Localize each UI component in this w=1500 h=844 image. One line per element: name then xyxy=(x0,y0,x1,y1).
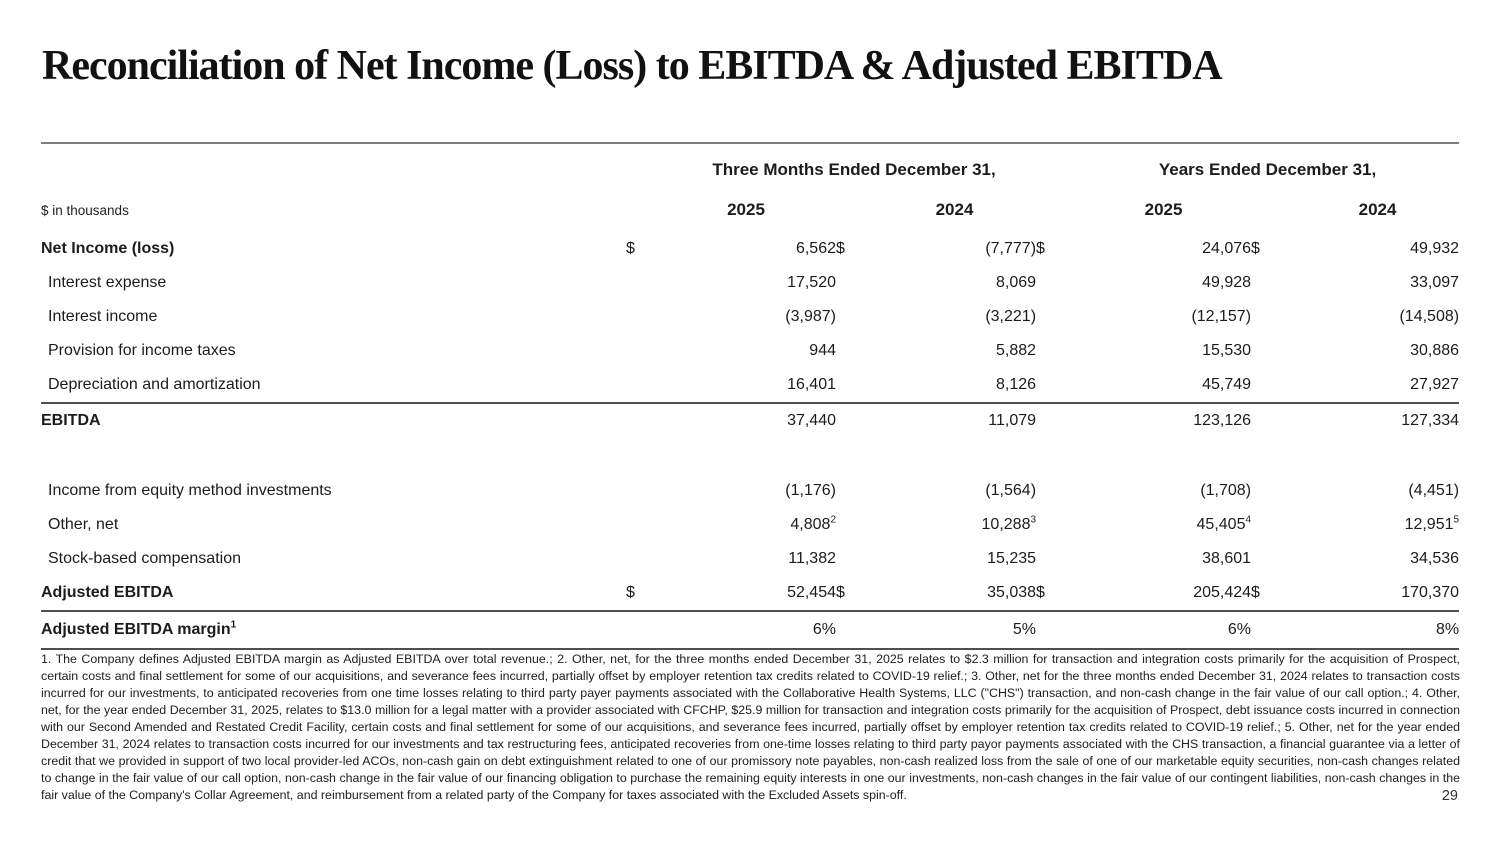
cell-value: (1,708) xyxy=(1200,482,1252,499)
cell-value: 10,2883 xyxy=(981,514,1037,533)
footnote-ref: 3 xyxy=(1030,514,1037,526)
cell-value: 30,886 xyxy=(1410,342,1460,359)
dollar-sign: $ xyxy=(836,240,845,257)
cell-value: 5,882 xyxy=(995,342,1037,359)
cell-value: 52,454 xyxy=(656,576,836,612)
dollar-sign: $ xyxy=(1251,576,1297,612)
three-months-header: Three Months Ended December 31, xyxy=(712,160,996,179)
cell-value: (4,451) xyxy=(1408,482,1460,499)
row-label: Net Income (loss) xyxy=(41,240,175,257)
cell-value: 37,440 xyxy=(787,412,836,429)
table-row-interest-expense: Interest expense 17,520 8,069 49,928 33,… xyxy=(41,266,1459,300)
period-header-row: Three Months Ended December 31, Years En… xyxy=(41,152,1459,188)
col-year: 2025 xyxy=(1144,200,1183,219)
cell-value: 6% xyxy=(1076,611,1252,650)
units-note: $ in thousands xyxy=(41,202,129,218)
financial-table: Three Months Ended December 31, Years En… xyxy=(41,152,1460,650)
cell-value: 4,8082 xyxy=(790,514,836,533)
cell-value: 8,126 xyxy=(873,368,1037,404)
table-row-interest-income: Interest income (3,987) (3,221) (12,157)… xyxy=(41,300,1459,334)
row-label: Income from equity method investments xyxy=(48,482,332,499)
footnotes-text: 1. The Company defines Adjusted EBITDA m… xyxy=(41,652,1460,802)
cell-value: 24,076 xyxy=(1202,240,1252,257)
cell-value: 45,4054 xyxy=(1196,514,1252,533)
table-row-stock-comp: Stock-based compensation 11,382 15,235 3… xyxy=(41,542,1459,576)
cell-value: (3,987) xyxy=(785,308,836,325)
cell-value: (7,777) xyxy=(985,240,1037,257)
cell-value: 8,069 xyxy=(995,274,1037,291)
cell-value: 49,928 xyxy=(1202,274,1252,291)
col-year: 2024 xyxy=(1358,200,1397,219)
cell-value: 5% xyxy=(873,611,1037,650)
cell-value: 127,334 xyxy=(1401,412,1460,429)
row-label: Other, net xyxy=(48,516,119,533)
row-label: Depreciation and amortization xyxy=(41,368,626,404)
table-row-ebitda: EBITDA 37,440 11,079 123,126 127,334 xyxy=(41,403,1459,438)
cell-value: (3,221) xyxy=(985,308,1037,325)
dollar-sign: $ xyxy=(626,240,635,257)
cell-value: 6% xyxy=(656,611,836,650)
dollar-sign: $ xyxy=(1251,240,1260,257)
footnote-ref: 2 xyxy=(830,514,836,526)
cell-value: 27,927 xyxy=(1296,368,1460,404)
col-year: 2025 xyxy=(727,200,765,219)
footnote-ref: 1 xyxy=(230,619,237,631)
cell-value: 170,370 xyxy=(1296,576,1460,612)
cell-value: 8% xyxy=(1296,611,1460,650)
cell-value: 11,079 xyxy=(988,412,1037,429)
table-row-adjusted-ebitda-margin: Adjusted EBITDA margin1 6% 5% 6% 8% xyxy=(41,611,1460,650)
cell-value: (12,157) xyxy=(1191,308,1252,325)
reconciliation-table: Three Months Ended December 31, Years En… xyxy=(41,152,1460,650)
table-row-other-net: Other, net 4,8082 10,2883 45,4054 12,951… xyxy=(41,508,1459,542)
row-label: Adjusted EBITDA margin1 xyxy=(41,611,626,650)
table-row-depreciation: Depreciation and amortization 16,401 8,1… xyxy=(41,368,1460,404)
cell-value: 45,749 xyxy=(1076,368,1252,404)
cell-value: 123,126 xyxy=(1193,412,1252,429)
row-label: EBITDA xyxy=(41,412,101,429)
cell-value: 49,932 xyxy=(1410,240,1460,257)
footnote-ref: 5 xyxy=(1453,514,1460,526)
cell-value: 34,536 xyxy=(1410,550,1460,567)
cell-value: 12,9515 xyxy=(1404,514,1460,533)
dollar-sign: $ xyxy=(1036,576,1077,612)
row-label: Stock-based compensation xyxy=(48,550,241,567)
row-label: Interest expense xyxy=(48,274,167,291)
cell-value: (1,176) xyxy=(785,482,836,499)
table-row-adjusted-ebitda: Adjusted EBITDA $ 52,454 $ 35,038 $ 205,… xyxy=(41,576,1460,612)
dollar-sign: $ xyxy=(836,576,873,612)
table-row-provision-taxes: Provision for income taxes 944 5,882 15,… xyxy=(41,334,1459,368)
cell-value: 17,520 xyxy=(787,274,836,291)
cell-value: (1,564) xyxy=(985,482,1037,499)
spacer-row xyxy=(41,438,1459,474)
cell-value: 11,382 xyxy=(788,550,836,567)
cell-value: 944 xyxy=(809,342,836,359)
row-label: Adjusted EBITDA xyxy=(41,576,626,612)
cell-value: 15,235 xyxy=(987,550,1037,567)
page-title: Reconciliation of Net Income (Loss) to E… xyxy=(42,43,1223,89)
cell-value: 38,601 xyxy=(1202,550,1252,567)
footnote-ref: 4 xyxy=(1245,514,1252,526)
page-number: 29 xyxy=(1441,788,1458,804)
cell-value: 15,530 xyxy=(1202,342,1252,359)
row-label: Provision for income taxes xyxy=(48,342,236,359)
table-row-net-income: Net Income (loss) $ 6,562 $ (7,777) $ 24… xyxy=(41,232,1459,266)
top-divider xyxy=(41,142,1459,144)
dollar-sign: $ xyxy=(626,576,656,612)
dollar-sign: $ xyxy=(1036,240,1045,257)
cell-value: 33,097 xyxy=(1410,274,1460,291)
cell-value: 16,401 xyxy=(656,368,836,404)
col-year: 2024 xyxy=(935,200,974,219)
table-row-equity-method: Income from equity method investments (1… xyxy=(41,474,1459,508)
row-label: Interest income xyxy=(48,308,158,325)
cell-value: 6,562 xyxy=(795,240,836,257)
years-header: Years Ended December 31, xyxy=(1158,160,1377,179)
cell-value: (14,508) xyxy=(1399,308,1460,325)
year-header-row: $ in thousands 2025 2024 2025 2024 xyxy=(41,188,1459,232)
cell-value: 35,038 xyxy=(873,576,1037,612)
cell-value: 205,424 xyxy=(1076,576,1252,612)
